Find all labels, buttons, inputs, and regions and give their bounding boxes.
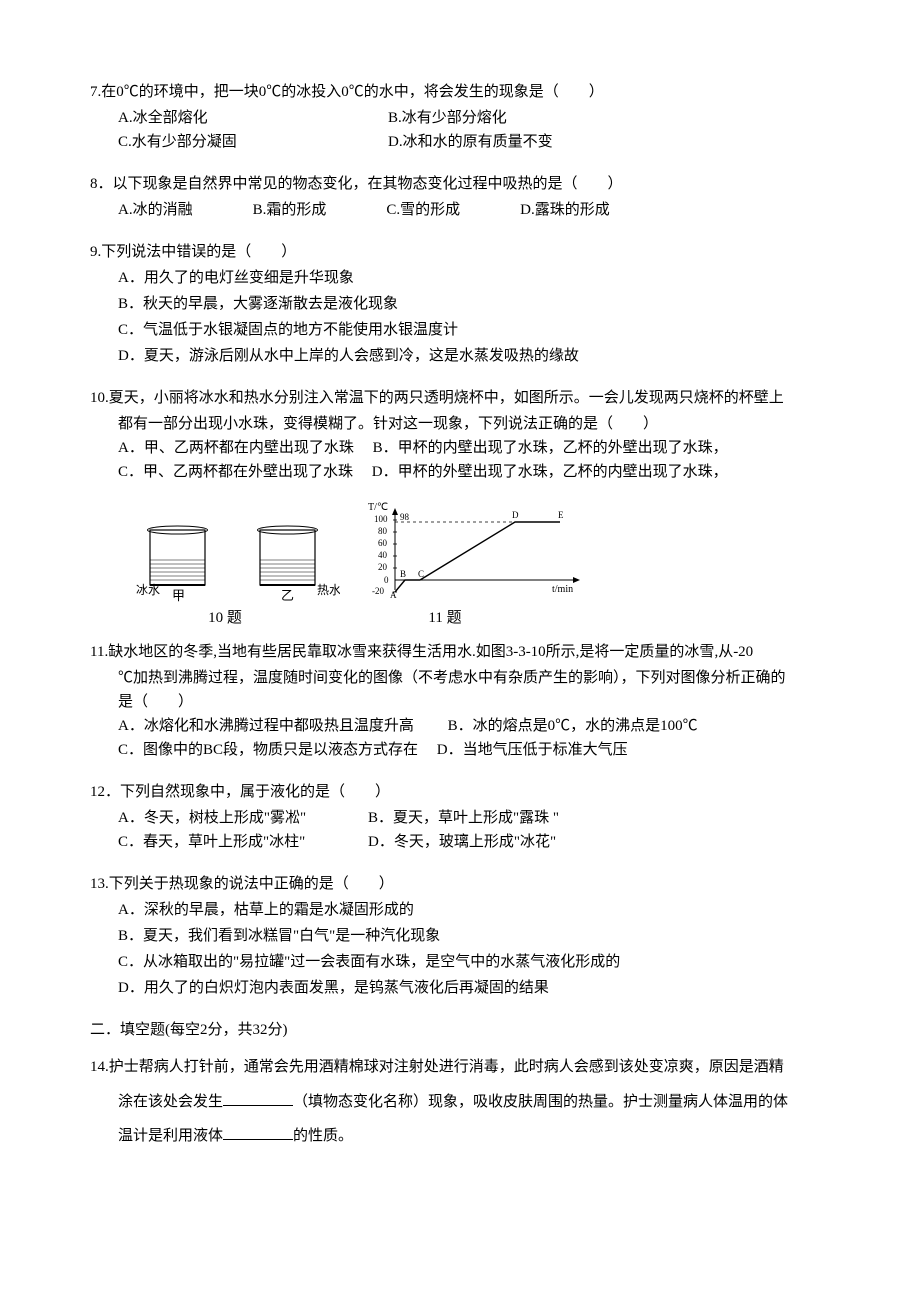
q9-opt-c: C．气温低于水银凝固点的地方不能使用水银温度计 bbox=[118, 318, 830, 342]
q14-line-1: 14.护士帮病人打针前，通常会先用酒精棉球对注射处进行消毒，此时病人会感到该处变… bbox=[90, 1050, 830, 1085]
q12-opt-d: D．冬天，玻璃上形成"冰花" bbox=[368, 830, 830, 854]
q7-options: A.冰全部熔化 B.冰有少部分熔化 C.水有少部分凝固 D.冰和水的原有质量不变 bbox=[90, 106, 830, 154]
q7-opt-d: D.冰和水的原有质量不变 bbox=[388, 130, 830, 154]
q9-opt-d: D．夏天，游泳后刚从水中上岸的人会感到冷，这是水蒸发吸热的缘故 bbox=[118, 344, 830, 368]
question-13: 13.下列关于热现象的说法中正确的是（ ） A．深秋的早晨，枯草上的霜是水凝固形… bbox=[90, 872, 830, 1000]
q7-text: 7.在0℃的环境中，把一块0℃的冰投入0℃的水中，将会发生的现象是（ ） bbox=[90, 80, 830, 104]
question-12: 12．下列自然现象中，属于液化的是（ ） A．冬天，树枝上形成"雾凇" B．夏天… bbox=[90, 780, 830, 854]
q11-opt-c: C．图像中的BC段，物质只是以液态方式存在 bbox=[118, 742, 418, 758]
q12-options: A．冬天，树枝上形成"雾凇" B．夏天，草叶上形成"露珠 " C．春天，草叶上形… bbox=[90, 806, 830, 854]
y-axis-label: T/℃ bbox=[368, 502, 388, 513]
q10-opt-d: D．甲杯的外壁出现了水珠，乙杯的内壁出现了水珠， bbox=[372, 464, 728, 480]
q8-opt-d: D.露珠的形成 bbox=[520, 198, 610, 222]
q9-options: A．用久了的电灯丝变细是升华现象 B．秋天的早晨，大雾逐渐散去是液化现象 C．气… bbox=[90, 266, 830, 368]
q11-text-2: ℃加热到沸腾过程，温度随时间变化的图像（不考虑水中有杂质产生的影响），下列对图像… bbox=[90, 666, 830, 690]
q8-opt-c: C.雪的形成 bbox=[386, 198, 460, 222]
q13-text: 13.下列关于热现象的说法中正确的是（ ） bbox=[90, 872, 830, 896]
q9-opt-a: A．用久了的电灯丝变细是升华现象 bbox=[118, 266, 830, 290]
ytick-60: 60 bbox=[378, 538, 388, 548]
q12-opt-a: A．冬天，树枝上形成"雾凇" bbox=[118, 806, 358, 830]
q11-opt-d: D．当地气压低于标准大气压 bbox=[437, 742, 628, 758]
pt-d: D bbox=[512, 510, 519, 520]
question-10: 10.夏天，小丽将冰水和热水分别注入常温下的两只透明烧杯中，如图所示。一会儿发现… bbox=[90, 386, 830, 484]
q13-opt-b: B．夏天，我们看到冰糕冒"白气"是一种汽化现象 bbox=[118, 924, 830, 948]
section-2-heading: 二．填空题(每空2分，共32分) bbox=[90, 1018, 830, 1042]
q10-opt-b: B．甲杯的内壁出现了水珠，乙杯的外壁出现了水珠， bbox=[373, 440, 728, 456]
q8-opt-b: B.霜的形成 bbox=[253, 198, 327, 222]
temperature-chart: T/℃ 100 80 60 40 20 0 -20 98 A B C D E t… bbox=[360, 502, 590, 602]
pt-c: C bbox=[418, 569, 424, 579]
q14-p2a: 涂在该处会发生 bbox=[118, 1094, 223, 1110]
label-ice: 冰水 bbox=[136, 583, 160, 597]
q11-opt-a: A．冰熔化和水沸腾过程中都吸热且温度升高 bbox=[118, 718, 414, 734]
pt-a: A bbox=[390, 590, 397, 600]
q12-opt-c: C．春天，草叶上形成"冰柱" bbox=[118, 830, 358, 854]
ytick-100: 100 bbox=[374, 514, 388, 524]
q14-p3b: 的性质。 bbox=[293, 1128, 353, 1144]
pt-b: B bbox=[400, 569, 406, 579]
q10-text-2: 都有一部分出现小水珠，变得模糊了。针对这一现象，下列说法正确的是（ ） bbox=[90, 412, 830, 436]
q10-text-1: 10.夏天，小丽将冰水和热水分别注入常温下的两只透明烧杯中，如图所示。一会儿发现… bbox=[90, 386, 830, 410]
q13-opt-d: D．用久了的白炽灯泡内表面发黑，是钨蒸气液化后再凝固的结果 bbox=[118, 976, 830, 1000]
q12-text: 12．下列自然现象中，属于液化的是（ ） bbox=[90, 780, 830, 804]
q10-opt-a: A．甲、乙两杯都在内壁出现了水珠 bbox=[118, 440, 354, 456]
q8-options: A.冰的消融 B.霜的形成 C.雪的形成 D.露珠的形成 bbox=[90, 198, 830, 222]
caption-11: 11 题 bbox=[320, 606, 570, 630]
q11-text-1: 11.缺水地区的冬季,当地有些居民靠取冰雪来获得生活用水.如图3-3-10所示,… bbox=[90, 640, 830, 664]
q14-line-3: 温计是利用液体 的性质。 bbox=[90, 1119, 830, 1154]
q13-opt-c: C．从冰箱取出的"易拉罐"过一会表面有水珠，是空气中的水蒸气液化形成的 bbox=[118, 950, 830, 974]
q11-opt-b: B．冰的熔点是0℃，水的沸点是100℃ bbox=[448, 718, 698, 734]
question-8: 8．以下现象是自然界中常见的物态变化，在其物态变化过程中吸热的是（ ） A.冰的… bbox=[90, 172, 830, 222]
q12-opt-b: B．夏天，草叶上形成"露珠 " bbox=[368, 806, 830, 830]
label-yi: 乙 bbox=[281, 588, 294, 602]
q11-text-3: 是（ ） bbox=[90, 690, 830, 714]
q13-opt-a: A．深秋的早晨，枯草上的霜是水凝固形成的 bbox=[118, 898, 830, 922]
ytick-40: 40 bbox=[378, 550, 388, 560]
question-9: 9.下列说法中错误的是（ ） A．用久了的电灯丝变细是升华现象 B．秋天的早晨，… bbox=[90, 240, 830, 368]
caption-10: 10 题 bbox=[130, 606, 320, 630]
pt-e: E bbox=[558, 510, 564, 520]
label-jia: 甲 bbox=[172, 588, 185, 602]
q11-options: A．冰熔化和水沸腾过程中都吸热且温度升高 B．冰的熔点是0℃，水的沸点是100℃… bbox=[90, 714, 830, 762]
figure-captions: 10 题 11 题 bbox=[130, 606, 830, 630]
q14-p3a: 温计是利用液体 bbox=[118, 1128, 223, 1144]
blank-2 bbox=[223, 1124, 293, 1140]
ytick-0: 0 bbox=[384, 575, 389, 585]
label-hot: 热水 bbox=[317, 583, 340, 597]
q8-text: 8．以下现象是自然界中常见的物态变化，在其物态变化过程中吸热的是（ ） bbox=[90, 172, 830, 196]
question-11: 11.缺水地区的冬季,当地有些居民靠取冰雪来获得生活用水.如图3-3-10所示,… bbox=[90, 640, 830, 762]
q10-opt-c: C．甲、乙两杯都在外壁出现了水珠 bbox=[118, 464, 353, 480]
q9-opt-b: B．秋天的早晨，大雾逐渐散去是液化现象 bbox=[118, 292, 830, 316]
q10-options: A．甲、乙两杯都在内壁出现了水珠 B．甲杯的内壁出现了水珠，乙杯的外壁出现了水珠… bbox=[90, 436, 830, 484]
question-7: 7.在0℃的环境中，把一块0℃的冰投入0℃的水中，将会发生的现象是（ ） A.冰… bbox=[90, 80, 830, 154]
ytick-n20: -20 bbox=[372, 586, 384, 596]
q8-opt-a: A.冰的消融 bbox=[118, 198, 193, 222]
blank-1 bbox=[223, 1090, 293, 1106]
boil-value: 98 bbox=[400, 512, 410, 522]
question-14: 14.护士帮病人打针前，通常会先用酒精棉球对注射处进行消毒，此时病人会感到该处变… bbox=[90, 1050, 830, 1154]
x-axis-label: t/min bbox=[552, 584, 573, 595]
figure-row: 冰水 甲 乙 热水 T/℃ 100 80 60 40 20 0 -20 bbox=[130, 502, 830, 602]
q7-opt-c: C.水有少部分凝固 bbox=[118, 130, 378, 154]
q13-options: A．深秋的早晨，枯草上的霜是水凝固形成的 B．夏天，我们看到冰糕冒"白气"是一种… bbox=[90, 898, 830, 1000]
beaker-jia-icon: 冰水 甲 bbox=[130, 522, 225, 602]
q14-p2b: （填物态变化名称）现象，吸收皮肤周围的热量。护士测量病人体温用的体 bbox=[293, 1094, 788, 1110]
beaker-yi-icon: 乙 热水 bbox=[245, 522, 340, 602]
q9-text: 9.下列说法中错误的是（ ） bbox=[90, 240, 830, 264]
ytick-20: 20 bbox=[378, 562, 388, 572]
ytick-80: 80 bbox=[378, 526, 388, 536]
q14-line-2: 涂在该处会发生 （填物态变化名称）现象，吸收皮肤周围的热量。护士测量病人体温用的体 bbox=[90, 1085, 830, 1120]
q7-opt-a: A.冰全部熔化 bbox=[118, 106, 378, 130]
q7-opt-b: B.冰有少部分熔化 bbox=[388, 106, 830, 130]
